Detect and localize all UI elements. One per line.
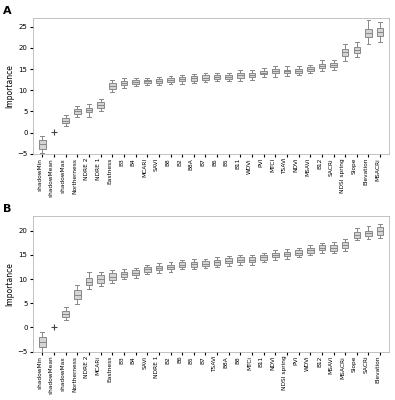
Bar	[98, 102, 104, 108]
Bar	[62, 118, 69, 123]
Bar	[307, 248, 314, 252]
Bar	[98, 275, 104, 283]
Bar	[272, 252, 278, 257]
Bar	[330, 245, 337, 251]
Bar	[319, 245, 325, 250]
Bar	[295, 69, 302, 73]
Y-axis label: Importance: Importance	[6, 64, 15, 108]
Bar	[167, 265, 174, 270]
Bar	[365, 231, 372, 236]
Bar	[144, 267, 150, 272]
Bar	[39, 140, 46, 149]
Text: B: B	[3, 204, 11, 214]
Bar	[284, 252, 290, 256]
Bar	[260, 71, 267, 74]
Bar	[377, 227, 384, 235]
Bar	[74, 109, 81, 114]
Bar	[109, 273, 116, 280]
Bar	[190, 262, 197, 266]
Bar	[86, 108, 92, 112]
Bar	[226, 75, 232, 79]
Bar	[132, 80, 139, 84]
Bar	[354, 47, 360, 53]
Bar	[190, 76, 197, 80]
Y-axis label: Importance: Importance	[6, 262, 15, 306]
Bar	[179, 77, 185, 81]
Bar	[249, 257, 255, 262]
Bar	[319, 64, 325, 68]
Bar	[307, 68, 314, 71]
Bar	[226, 258, 232, 263]
Bar	[39, 337, 46, 347]
Bar	[144, 80, 150, 83]
Bar	[156, 79, 162, 83]
Bar	[132, 270, 139, 275]
Bar	[202, 261, 209, 266]
Bar	[214, 260, 220, 265]
Bar	[237, 257, 244, 262]
Bar	[295, 250, 302, 255]
Bar	[121, 81, 127, 85]
Bar	[260, 255, 267, 260]
Bar	[284, 70, 290, 73]
Bar	[74, 290, 81, 300]
Bar	[86, 278, 92, 285]
Bar	[202, 76, 209, 80]
Bar	[167, 78, 174, 82]
Text: A: A	[3, 6, 11, 16]
Bar	[179, 262, 185, 267]
Bar	[272, 69, 278, 73]
Bar	[342, 49, 348, 56]
Bar	[330, 63, 337, 67]
Bar	[237, 73, 244, 78]
Bar	[354, 232, 360, 238]
Bar	[214, 75, 220, 79]
Bar	[62, 311, 69, 317]
Bar	[377, 28, 384, 36]
Bar	[121, 272, 127, 277]
Bar	[342, 242, 348, 248]
Bar	[365, 29, 372, 37]
Bar	[156, 266, 162, 270]
Bar	[109, 83, 116, 89]
Bar	[249, 73, 255, 77]
